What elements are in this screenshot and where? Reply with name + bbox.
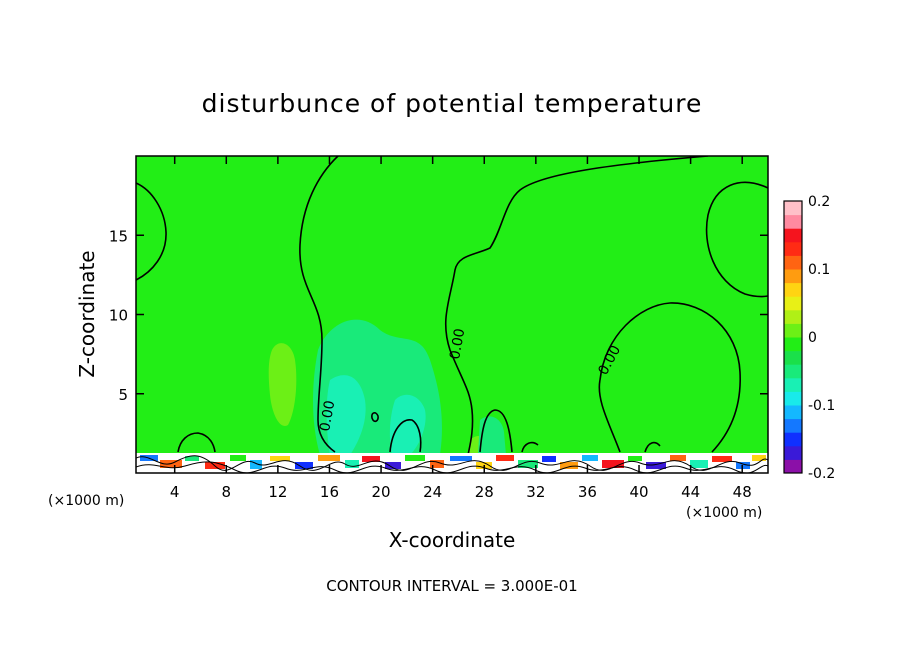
- colorbar-swatch: [784, 350, 802, 365]
- warm-patch: [268, 343, 297, 426]
- contour-line: [479, 409, 513, 453]
- colorbar-frame: [783, 200, 803, 474]
- contour-line: [444, 156, 709, 456]
- contour-line: [371, 412, 379, 423]
- contour-interval: CONTOUR INTERVAL = 3.000E-01: [326, 577, 577, 595]
- y-tick-label: 5: [118, 386, 128, 404]
- x-tick-label: 12: [268, 483, 287, 501]
- colorbar: -0.2 -0.1 0 0.1 0.2: [783, 194, 835, 482]
- colorbar-swatch: [784, 296, 802, 311]
- colorbar-tick-label: -0.1: [808, 398, 835, 414]
- cool-region-2: [326, 375, 366, 455]
- x-tick-label: 44: [681, 483, 700, 501]
- x-tick-label: 28: [475, 483, 494, 501]
- colorbar-swatch: [784, 255, 802, 270]
- contour-field: [136, 156, 768, 473]
- contour-line: [389, 419, 422, 453]
- colorbar-swatch: [784, 391, 802, 406]
- contour-line: [644, 441, 661, 453]
- y-axis: 5 10 15: [109, 227, 768, 404]
- colorbar-tick-label: 0.2: [808, 194, 830, 210]
- colorbar-swatch: [784, 228, 802, 243]
- contour-line: [521, 441, 539, 453]
- x-tick-label: 36: [578, 483, 597, 501]
- colorbar-swatch: [784, 201, 802, 216]
- contour-line: [705, 181, 768, 298]
- colorbar-tick-label: 0: [808, 330, 817, 346]
- cool-patch-4: [478, 416, 506, 455]
- x-unit-right: (×1000 m): [686, 505, 762, 521]
- x-unit-left: (×1000 m): [48, 493, 124, 509]
- field-background: [136, 156, 768, 473]
- colorbar-swatch: [784, 309, 802, 324]
- x-tick-label: 48: [733, 483, 752, 501]
- contour-line: [177, 432, 216, 453]
- colorbar-swatch: [784, 241, 802, 256]
- contour-line: [598, 379, 621, 453]
- colorbar-swatch: [784, 282, 802, 297]
- colorbar-tick-label: -0.2: [808, 466, 835, 482]
- colorbar-swatch: [784, 405, 802, 420]
- colorbar-swatch: [784, 377, 802, 392]
- contour-line: [136, 182, 167, 281]
- x-tick-label: 8: [222, 483, 232, 501]
- y-tick-label: 15: [109, 227, 128, 245]
- x-tick-label: 20: [372, 483, 391, 501]
- colorbar-swatch: [784, 323, 802, 338]
- contour-label: 0.00: [317, 399, 338, 432]
- x-axis: 4 8 12 16 20 24 28 32 36 40 44 48: [170, 156, 752, 501]
- surface-layer: [136, 453, 768, 473]
- colorbar-swatch: [784, 214, 802, 229]
- contour-line: [599, 302, 741, 453]
- contour-line: [299, 156, 339, 453]
- chart-title: disturbunce of potential temperature: [202, 89, 703, 118]
- x-tick-label: 24: [423, 483, 442, 501]
- contour-lines: [136, 156, 768, 456]
- x-tick-label: 40: [629, 483, 648, 501]
- x-tick-label: 16: [320, 483, 339, 501]
- x-tick-label: 4: [170, 483, 180, 501]
- colorbar-swatch: [784, 337, 802, 352]
- cool-region-3: [389, 394, 426, 455]
- x-tick-label: 32: [526, 483, 545, 501]
- y-tick-label: 10: [109, 307, 128, 325]
- colorbar-swatch: [784, 445, 802, 460]
- x-axis-label: X-coordinate: [389, 528, 516, 552]
- colorbar-swatch: [784, 418, 802, 433]
- colorbar-swatch: [784, 459, 802, 474]
- colorbar-tick-label: 0.1: [808, 262, 830, 278]
- colorbar-swatch: [784, 364, 802, 379]
- contour-label: 0.00: [447, 327, 468, 360]
- colorbar-swatch: [784, 432, 802, 447]
- colorbar-swatch: [784, 269, 802, 284]
- y-axis-label: Z-coordinate: [75, 250, 99, 377]
